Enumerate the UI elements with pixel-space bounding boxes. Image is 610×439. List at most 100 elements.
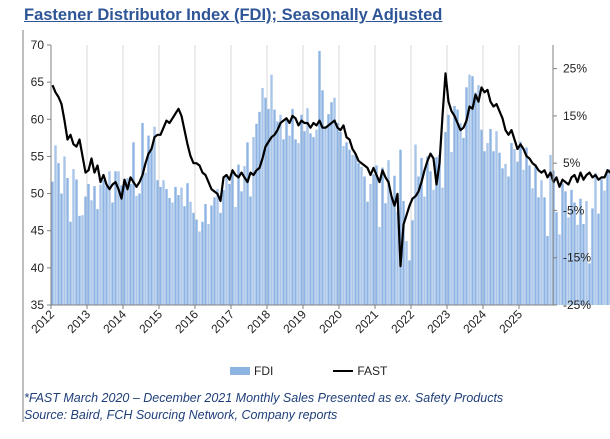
fdi-bar — [426, 156, 429, 305]
x-tick-label: 2015 — [136, 307, 165, 336]
fdi-bar — [72, 169, 75, 305]
fdi-bar — [312, 137, 315, 305]
fdi-bar — [603, 190, 606, 305]
fdi-bar — [450, 151, 453, 305]
fdi-bar — [372, 174, 375, 305]
fdi-bar — [573, 202, 576, 305]
fdi-bar — [162, 180, 165, 305]
fdi-bar — [381, 167, 384, 305]
x-tick-label: 2021 — [352, 307, 381, 336]
fdi-bar — [120, 185, 123, 305]
fdi-bar — [153, 126, 156, 305]
fdi-bar — [474, 92, 477, 306]
fdi-bar — [567, 217, 570, 305]
fdi-bar — [402, 201, 405, 305]
left-tick-label: 40 — [31, 261, 45, 275]
fdi-bar — [405, 241, 408, 305]
fdi-bar — [588, 263, 591, 305]
fdi-bar — [606, 169, 609, 305]
fdi-bar — [267, 108, 270, 305]
fdi-bar — [114, 171, 117, 305]
fdi-bar — [585, 201, 588, 305]
fdi-bar — [555, 212, 558, 305]
fdi-bar — [444, 131, 447, 305]
x-tick-label: 2025 — [496, 307, 525, 336]
fdi-bar — [456, 109, 459, 305]
right-tick-label: 25% — [563, 62, 587, 76]
fdi-bar — [537, 197, 540, 305]
fdi-bar — [330, 102, 333, 305]
fdi-bar — [138, 193, 141, 305]
fdi-bar — [480, 129, 483, 305]
fdi-bar — [246, 142, 249, 305]
fdi-bar — [525, 147, 528, 305]
fast-line-group — [51, 72, 610, 268]
fdi-bar — [270, 74, 273, 305]
fdi-bar — [144, 172, 147, 305]
right-tick-label: 5% — [563, 156, 581, 170]
x-tick-label: 2022 — [388, 307, 417, 336]
fdi-bar — [591, 208, 594, 305]
fdi-bar — [546, 235, 549, 305]
fdi-bar — [147, 135, 150, 305]
chart-title: Fastener Distributor Index (FDI); Season… — [24, 6, 443, 24]
fdi-bar — [471, 76, 474, 305]
fdi-bar — [213, 197, 216, 305]
fdi-bar — [159, 186, 162, 305]
fdi-bar — [204, 203, 207, 305]
fdi-bar — [243, 166, 246, 305]
x-tick-label: 2013 — [64, 307, 93, 336]
fdi-bar — [357, 163, 360, 305]
fdi-bar — [69, 221, 72, 305]
fdi-bar — [186, 183, 189, 305]
fdi-bar — [486, 143, 489, 305]
fdi-bar — [231, 172, 234, 305]
fdi-bar — [174, 186, 177, 305]
fdi-bar — [564, 191, 567, 305]
right-tick-label: -5% — [563, 203, 585, 217]
x-tick-label: 2024 — [460, 307, 489, 336]
x-tick-label: 2019 — [280, 307, 309, 336]
fdi-bar — [507, 176, 510, 305]
fdi-bar — [291, 108, 294, 305]
fdi-bar — [423, 196, 426, 305]
fdi-bar — [258, 111, 261, 305]
fdi-bar — [513, 149, 516, 305]
fdi-bar — [543, 197, 546, 305]
fdi-bar — [297, 143, 300, 305]
fdi-bar — [429, 171, 432, 305]
fdi-bar — [558, 234, 561, 305]
fdi-bar — [510, 143, 513, 305]
fdi-bar — [540, 180, 543, 305]
x-tick-label: 2016 — [172, 307, 201, 336]
fdi-bar — [318, 50, 321, 305]
fdi-bar — [447, 114, 450, 305]
fdi-bar — [384, 203, 387, 305]
fdi-bar — [408, 260, 411, 305]
fdi-bar — [417, 176, 420, 305]
fast-line — [51, 72, 610, 268]
fdi-bar — [375, 165, 378, 305]
fdi-bar — [390, 196, 393, 305]
fdi-bar — [195, 219, 198, 305]
fdi-bar — [228, 183, 231, 305]
fdi-bar — [465, 87, 468, 305]
fdi-bar — [183, 206, 186, 305]
fdi-bar — [387, 160, 390, 305]
fdi-bar — [276, 121, 279, 305]
legend-label-fdi: FDI — [254, 364, 274, 378]
fdi-bar — [168, 198, 171, 305]
fdi-bar — [576, 224, 579, 305]
fdi-bar — [549, 154, 552, 305]
fdi-bar — [396, 212, 399, 305]
fdi-bar — [225, 174, 228, 305]
fdi-bar — [489, 128, 492, 305]
right-tick-label: -25% — [563, 298, 591, 312]
fdi-bar — [63, 156, 66, 305]
fdi-bar — [219, 212, 222, 305]
fdi-bar — [171, 202, 174, 305]
fdi-bar — [207, 224, 210, 305]
fdi-bar — [210, 205, 213, 305]
fdi-bar — [282, 139, 285, 305]
